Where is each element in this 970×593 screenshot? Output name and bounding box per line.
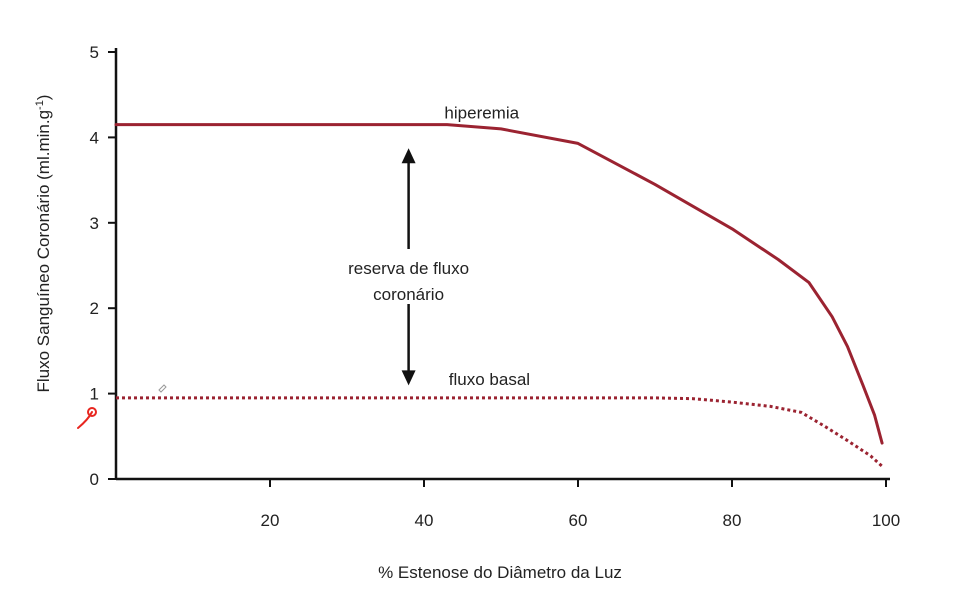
y-axis-title: Fluxo Sanguíneo Coronário (ml.min.g-1) [34, 95, 53, 393]
hiperemia-label: hiperemia [444, 104, 519, 123]
reserve-label-line1: reserva de fluxo [348, 259, 469, 278]
y-tick-label: 4 [90, 128, 99, 147]
reserve-arrow-down-head [401, 370, 416, 386]
x-tick-label: 60 [569, 511, 588, 530]
x-tick-label: 20 [261, 511, 280, 530]
reserve-label-line2: coronário [373, 285, 444, 304]
fluxo-basal-label: fluxo basal [449, 370, 530, 389]
hiperemia-line [114, 123, 884, 445]
y-tick-label: 1 [90, 385, 99, 404]
pen-mark-icon [77, 407, 98, 429]
x-tick-label: 40 [415, 511, 434, 530]
x-tick-label: 80 [723, 511, 742, 530]
reserve-arrow-up-head [401, 148, 416, 164]
x-axis-title: % Estenose do Diâmetro da Luz [378, 563, 622, 582]
axes: 0 1 2 3 4 5 20 40 60 80 100 % Estenose do Diâmetro … [34, 43, 900, 582]
fluxo-basal-line [116, 396, 884, 468]
annotations-layer: hiperemia fluxo basal reserva de fluxo coro… [77, 104, 530, 429]
series-layer [114, 123, 884, 468]
y-tick-label: 5 [90, 43, 99, 62]
y-tick-label: 2 [90, 299, 99, 318]
y-tick-label: 0 [90, 470, 99, 489]
y-tick-label: 3 [90, 214, 99, 233]
pencil-icon [158, 384, 167, 393]
x-tick-label: 100 [872, 511, 900, 530]
